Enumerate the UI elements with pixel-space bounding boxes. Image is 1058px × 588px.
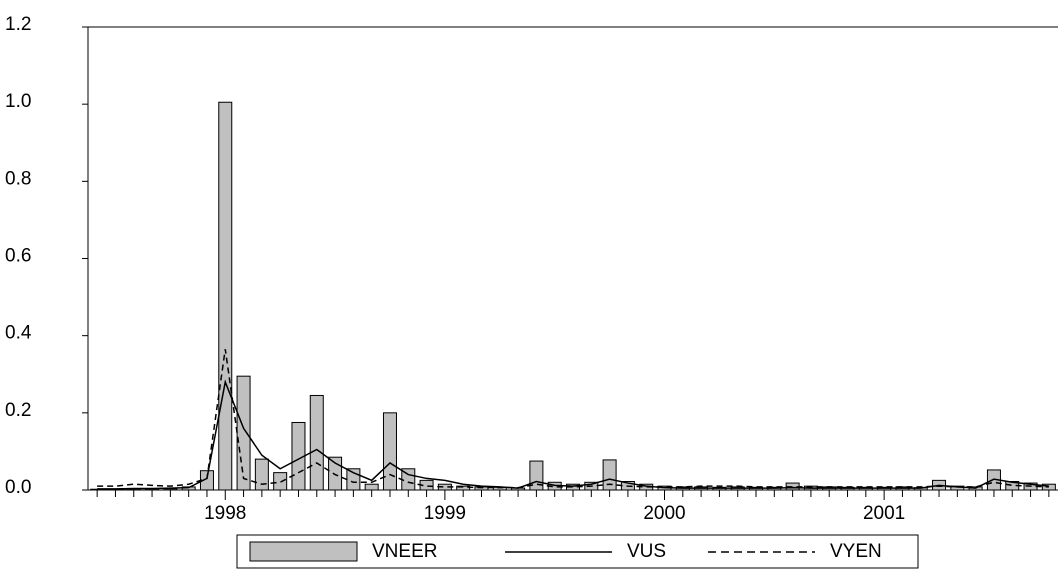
line — [97, 379, 1049, 490]
legend-label: VNEER — [372, 541, 437, 562]
bar — [474, 486, 489, 491]
legend-box — [236, 534, 919, 569]
legend-label: VYEN — [830, 541, 882, 562]
x-tick-label: 2000 — [643, 503, 685, 524]
bar — [1041, 483, 1056, 491]
y-tick-label: 0.8 — [5, 168, 31, 189]
y-tick-label: 1.2 — [5, 14, 31, 35]
y-tick-label: 1.0 — [5, 91, 31, 112]
bar — [456, 485, 471, 491]
legend-swatch — [249, 541, 358, 562]
y-tick-label: 0.0 — [5, 477, 31, 498]
x-tick-label: 1998 — [204, 503, 246, 524]
line — [97, 349, 1049, 489]
bar — [218, 101, 233, 491]
bar — [602, 459, 617, 491]
bar — [309, 394, 324, 491]
bar — [236, 375, 251, 491]
y-tick-label: 0.2 — [5, 400, 31, 421]
y-tick-label: 0.6 — [5, 246, 31, 267]
bar — [273, 472, 288, 491]
bar — [163, 488, 178, 491]
legend-label: VUS — [627, 541, 666, 562]
x-tick-label: 1999 — [424, 503, 466, 524]
y-tick-label: 0.4 — [5, 323, 32, 344]
x-tick-label: 2001 — [863, 503, 905, 524]
bar — [254, 458, 269, 491]
bar — [382, 412, 397, 491]
bar — [364, 483, 379, 491]
